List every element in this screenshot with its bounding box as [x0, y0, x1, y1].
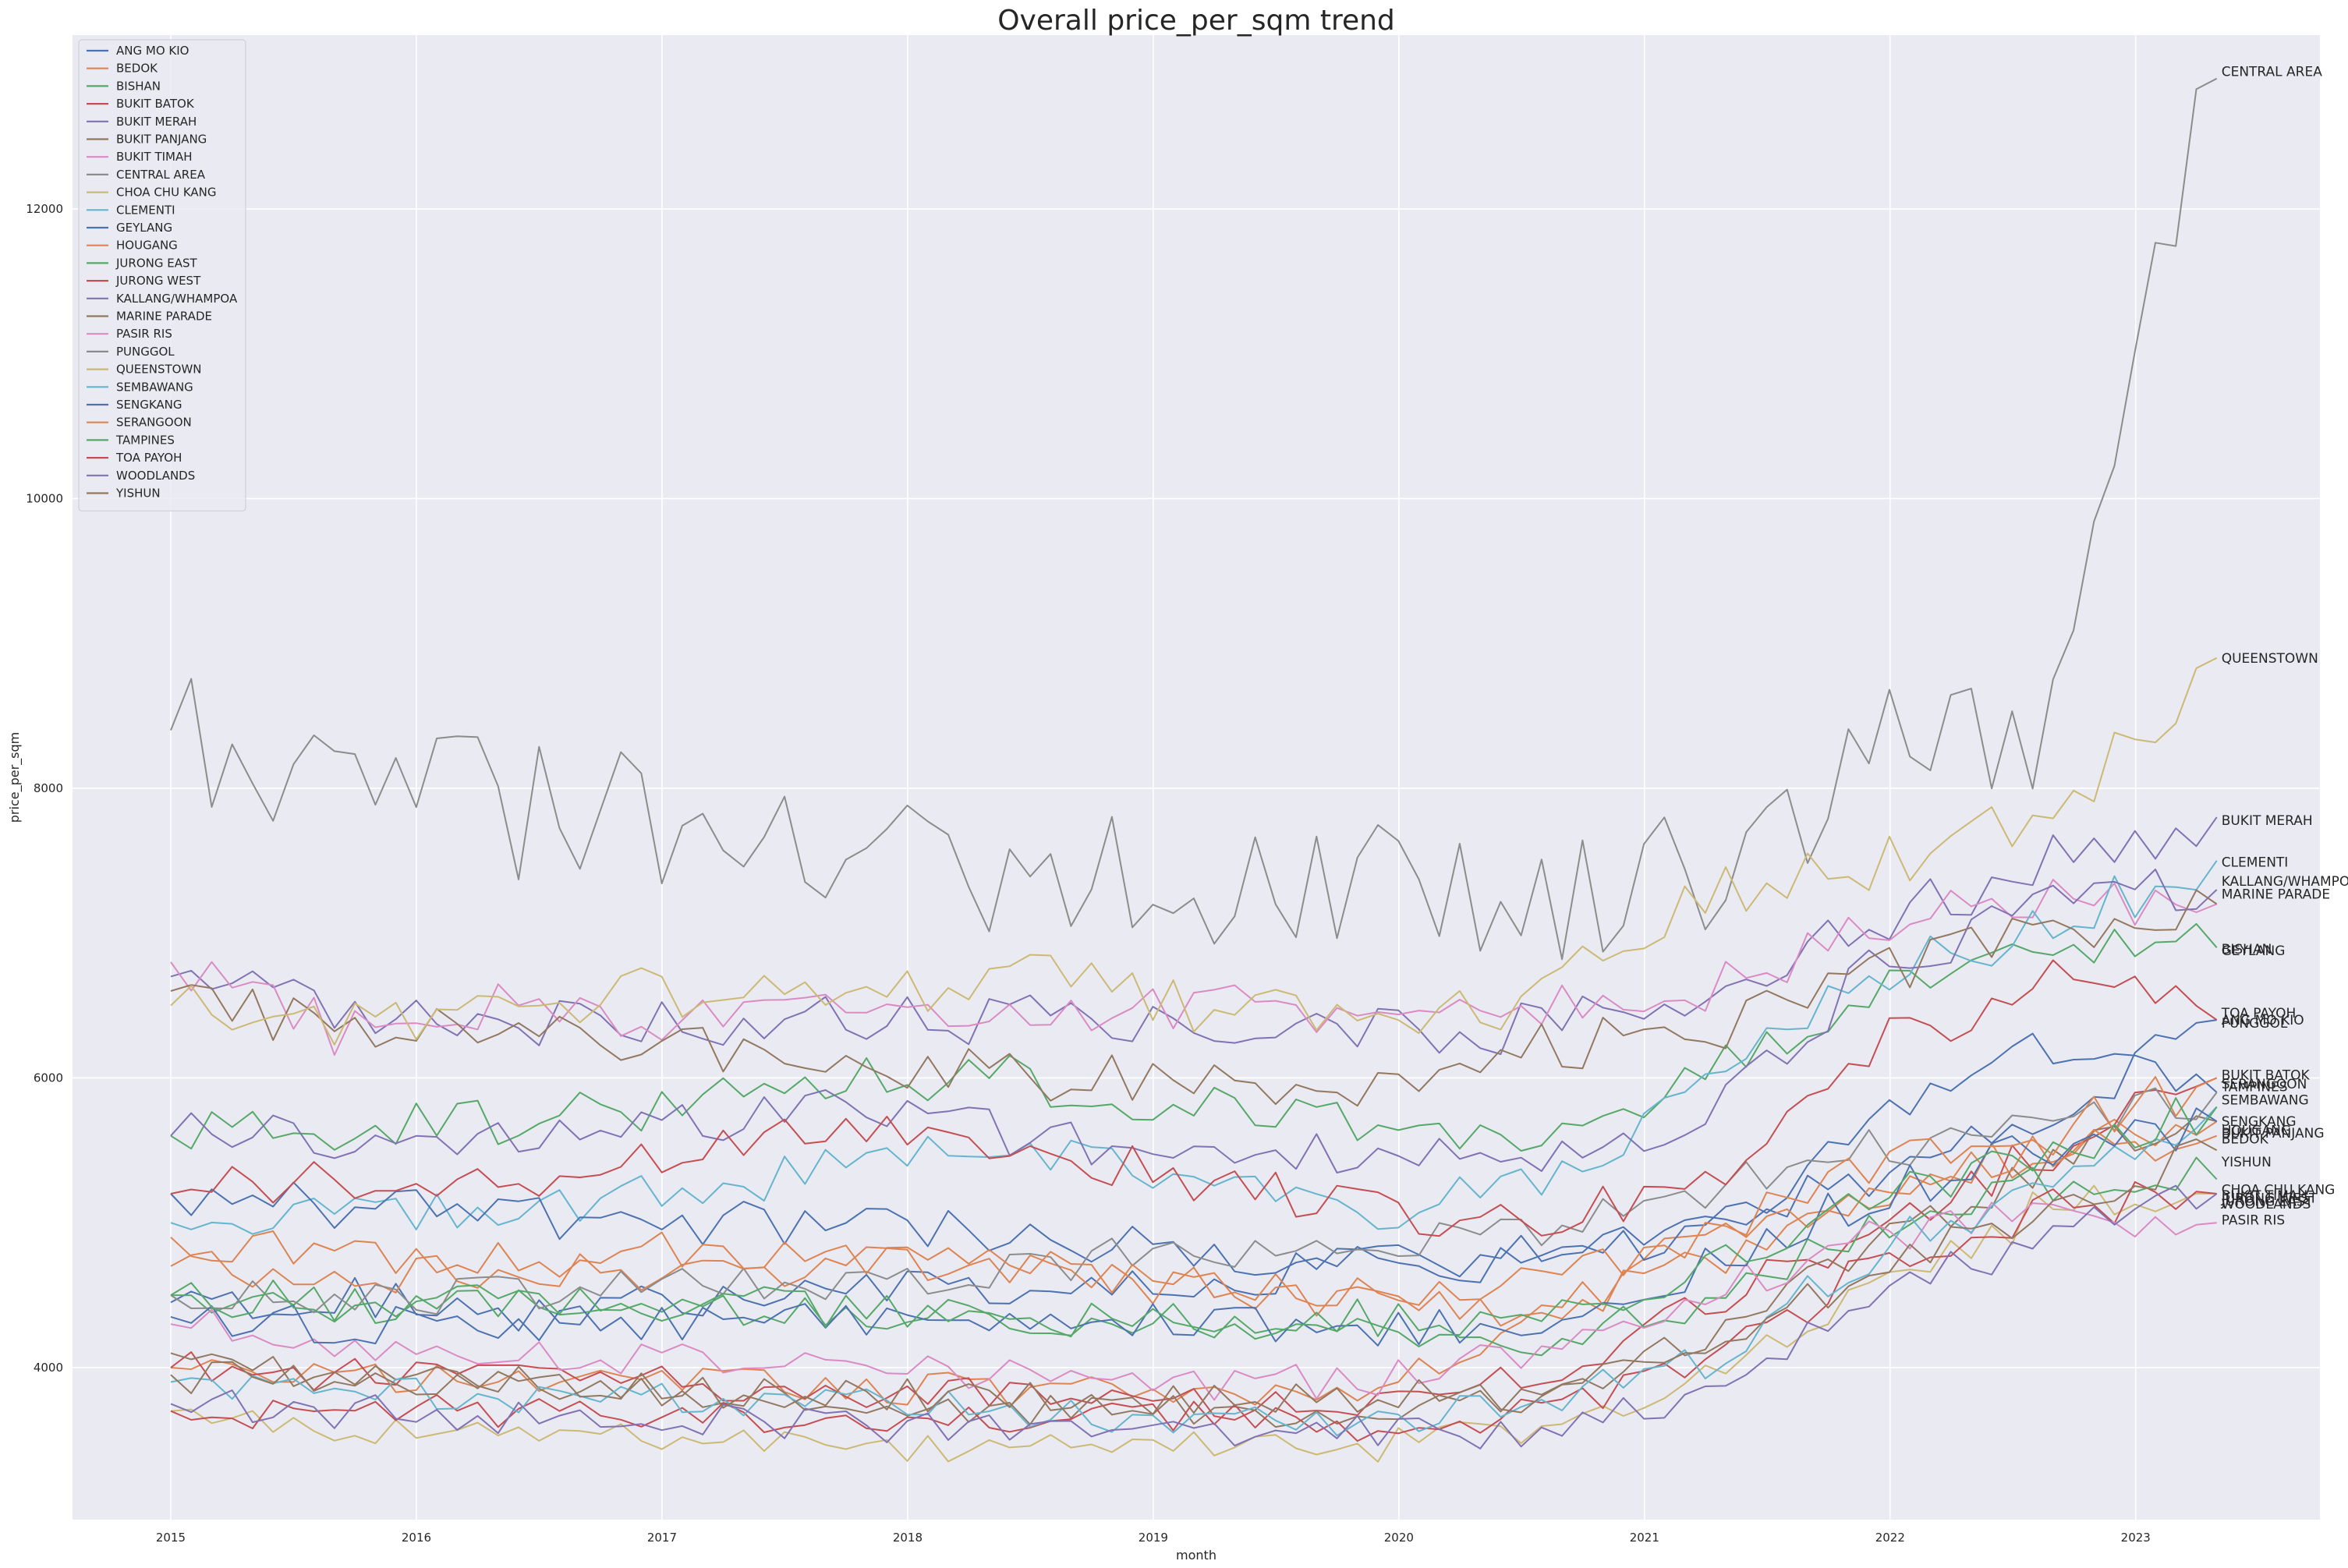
legend-label: KALLANG/WHAMPOA [116, 292, 238, 306]
legend-label: SEMBAWANG [116, 380, 193, 394]
x-tick-label: 2023 [2121, 1531, 2151, 1545]
legend-label: HOUGANG [116, 239, 178, 253]
plot-area [73, 35, 2320, 1520]
legend-label: QUEENSTOWN [116, 363, 202, 377]
end-label: QUEENSTOWN [2222, 651, 2318, 667]
y-axis-label: price_per_sqm [7, 732, 23, 823]
y-tick-label: 12000 [26, 202, 63, 216]
x-tick-label: 2019 [1139, 1531, 1168, 1545]
legend: ANG MO KIO BEDOK BISHAN BUKIT BATOK BUKIT ME… [79, 40, 246, 511]
end-label: BEDOK [2222, 1131, 2269, 1147]
end-label: GEYLANG [2222, 943, 2286, 959]
legend-label: GEYLANG [116, 221, 172, 235]
legend-label: YISHUN [115, 487, 161, 501]
legend-label: ANG MO KIO [116, 44, 189, 58]
end-label: CLEMENTI [2222, 855, 2289, 871]
legend-label: JURONG WEST [115, 274, 201, 288]
end-label: YISHUN [2221, 1155, 2272, 1170]
y-tick-label: 10000 [26, 491, 63, 505]
legend-label: TOA PAYOH [115, 451, 182, 465]
legend-label: PUNGGOL [116, 345, 175, 359]
end-label: CENTRAL AREA [2222, 64, 2323, 80]
legend-label: TAMPINES [115, 433, 175, 447]
legend-label: BUKIT MERAH [116, 115, 197, 129]
x-tick-label: 2021 [1630, 1531, 1659, 1545]
chart-title: Overall price_per_sqm trend [997, 5, 1395, 37]
x-tick-label: 2015 [156, 1531, 186, 1545]
x-tick-label: 2022 [1875, 1531, 1905, 1545]
end-label: WOODLANDS [2222, 1197, 2311, 1212]
legend-label: MARINE PARADE [116, 310, 212, 324]
legend-label: BUKIT BATOK [116, 97, 195, 111]
legend-label: JURONG EAST [115, 256, 198, 270]
legend-label: SENGKANG [116, 398, 182, 412]
y-tick-label: 6000 [34, 1071, 63, 1085]
x-tick-label: 2016 [402, 1531, 431, 1545]
legend-label: BISHAN [116, 79, 161, 93]
y-tick-label: 8000 [34, 781, 63, 795]
end-label: PUNGGOL [2222, 1016, 2288, 1032]
end-label: PASIR RIS [2222, 1212, 2285, 1228]
end-label: BUKIT MERAH [2222, 813, 2313, 829]
legend-label: CHOA CHU KANG [116, 186, 217, 200]
legend-label: CLEMENTI [116, 203, 175, 217]
legend-label: SERANGOON [116, 416, 192, 430]
legend-label: BUKIT TIMAH [116, 150, 193, 164]
x-tick-label: 2020 [1384, 1531, 1414, 1545]
legend-label: CENTRAL AREA [116, 168, 206, 182]
end-label: SEMBAWANG [2222, 1092, 2309, 1108]
x-tick-label: 2017 [647, 1531, 677, 1545]
y-tick-label: 4000 [34, 1361, 63, 1375]
legend-label: PASIR RIS [116, 327, 172, 341]
legend-label: BUKIT PANJANG [116, 133, 207, 147]
x-axis-label: month [1176, 1548, 1216, 1563]
legend-label: WOODLANDS [116, 469, 195, 483]
end-label: MARINE PARADE [2222, 887, 2330, 903]
legend-label: BEDOK [116, 62, 158, 76]
x-tick-label: 2018 [893, 1531, 923, 1545]
